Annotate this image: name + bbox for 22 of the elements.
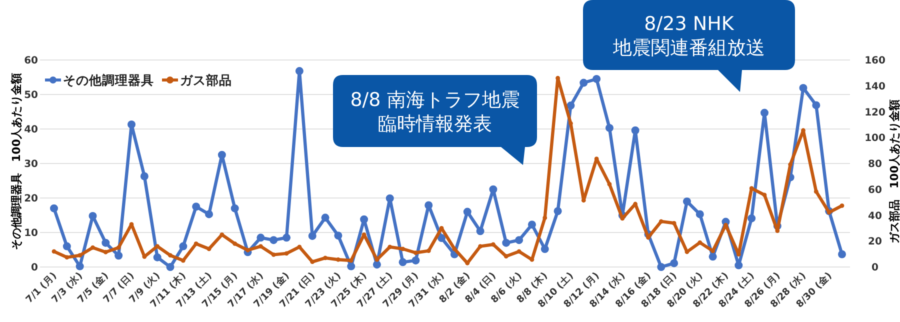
y-tick-label: 60 xyxy=(24,56,38,66)
y2-tick-label: 140 xyxy=(864,81,886,92)
y2-tick-label: 120 xyxy=(864,107,886,118)
y2-tick-label: 80 xyxy=(868,159,882,170)
y-tick-label: 10 xyxy=(24,228,38,239)
y2-tick-label: 160 xyxy=(864,56,886,66)
y-tick-label: 40 xyxy=(24,124,38,136)
y2-tick-label: 40 xyxy=(868,210,882,222)
y-tick-label: 0 xyxy=(31,262,38,274)
y-tick-label: 50 xyxy=(24,90,38,101)
y-axis-title: その他調理器具 100人あたり金額 xyxy=(10,73,23,250)
annotation: 8/8 南海トラフ地震 xyxy=(350,89,520,111)
y2-tick-label: 60 xyxy=(868,184,882,196)
y-tick-label: 20 xyxy=(24,194,38,204)
annotation: 臨時情報発表 xyxy=(378,113,492,135)
y-tick-label: 30 xyxy=(24,159,38,170)
y2-tick-label: 20 xyxy=(868,236,882,248)
legend-label: その他調理器具 xyxy=(63,72,154,88)
y2-axis-title: ガス部品 100人あたり金額 xyxy=(888,100,900,244)
y2-tick-label: 0 xyxy=(872,262,879,274)
y2-tick-label: 100 xyxy=(864,133,886,144)
legend-label: ガス部品 xyxy=(180,72,232,88)
